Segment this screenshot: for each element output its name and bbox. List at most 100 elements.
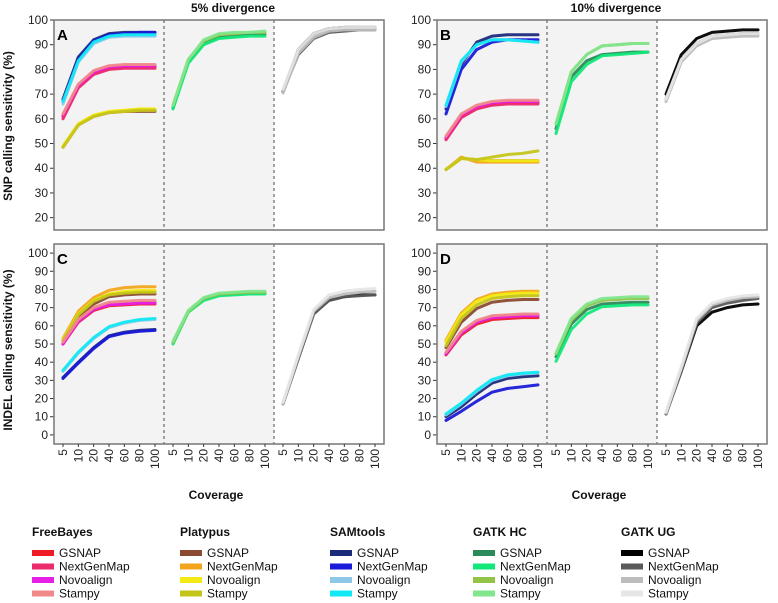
- x-tick-label: 20: [580, 449, 594, 463]
- x-tick-label: 60: [227, 449, 241, 463]
- legend-entry-label: GSNAP: [648, 546, 690, 560]
- y-tick-label: 100: [411, 246, 431, 260]
- x-tick-label: 80: [133, 449, 147, 463]
- y-tick-label: 30: [35, 186, 49, 200]
- x-tick-label: 40: [212, 449, 226, 463]
- legend-entry-label: Stampy: [500, 587, 541, 601]
- panel-A: 20 30 40 50 60 70 80 90 100 A: [28, 13, 385, 231]
- series-line-gatk-ug-stampy: [281, 25, 377, 91]
- legend-swatch: [32, 563, 54, 570]
- column-title-10pct: 10% divergence: [571, 1, 662, 15]
- y-tick-label: 80: [418, 62, 432, 76]
- y-tick-label: 100: [28, 13, 48, 27]
- panel-letter: A: [57, 27, 68, 44]
- y-tick-label: 80: [35, 282, 49, 296]
- x-tick-label: 100: [641, 449, 655, 469]
- xlabel-coverage-right: Coverage: [572, 488, 627, 502]
- x-tick-label: 20: [690, 449, 704, 463]
- legend-swatch: [621, 563, 643, 570]
- y-tick-label: 90: [418, 264, 432, 278]
- series-line-platypus-gsnap: [444, 298, 540, 350]
- series-line-gatk-hc-stampy: [171, 289, 267, 343]
- y-tick-label: 50: [35, 137, 49, 151]
- legend-swatch: [330, 563, 352, 570]
- legend-entry-label: GSNAP: [207, 546, 249, 560]
- legend-entry-label: GSNAP: [500, 546, 542, 560]
- y-tick-label: 0: [41, 428, 48, 442]
- y-tick-label: 90: [35, 38, 49, 52]
- x-tick-label: 80: [736, 449, 750, 463]
- legend-entry-label: Stampy: [207, 587, 248, 601]
- x-tick-label: 20: [307, 449, 321, 463]
- series-line-platypus-stampy: [61, 290, 157, 342]
- legend-group-title: GATK HC: [473, 525, 527, 539]
- legend-group-title: Platypus: [180, 525, 230, 539]
- legend: FreeBayesGSNAPNextGenMapNovoalignStampyP…: [32, 525, 719, 601]
- legend-swatch: [330, 577, 352, 583]
- y-tick-label: 80: [418, 282, 432, 296]
- y-tick-label: 50: [35, 337, 49, 351]
- x-tick-label: 10: [181, 449, 195, 463]
- series-line-samtools-nextgenmap: [444, 383, 540, 422]
- x-tick-label: 40: [102, 449, 116, 463]
- x-tick-label: 100: [751, 449, 765, 469]
- series-line-gatk-hc-nextgenmap: [554, 50, 650, 136]
- series-line-gatk-ug-stampy: [664, 293, 760, 414]
- legend-entry-label: NextGenMap: [648, 560, 719, 574]
- legend-entry-label: NextGenMap: [500, 560, 571, 574]
- y-tick-label: 40: [35, 355, 49, 369]
- legend-swatch: [180, 563, 202, 570]
- x-tick-label: 40: [322, 449, 336, 463]
- x-tick-label: 10: [454, 449, 468, 463]
- x-tick-label: 80: [243, 449, 257, 463]
- x-tick-label: 40: [485, 449, 499, 463]
- x-tick-label: 5: [276, 449, 290, 456]
- legend-swatch: [180, 590, 202, 597]
- series-line-gatk-hc-stampy: [554, 42, 650, 126]
- y-tick-label: 70: [35, 87, 49, 101]
- x-tick-label: 5: [56, 449, 70, 456]
- panel-frame: [53, 19, 385, 231]
- legend-entry-label: Stampy: [357, 587, 398, 601]
- y-tick-label: 60: [418, 319, 432, 333]
- series-line-platypus-stampy: [444, 294, 540, 348]
- y-tick-label: 90: [418, 38, 432, 52]
- legend-swatch: [473, 590, 495, 597]
- y-tick-label: 40: [35, 161, 49, 175]
- series-line-samtools-stampy: [61, 317, 157, 372]
- legend-entry-label: Novoalign: [357, 573, 410, 587]
- y-tick-label: 60: [35, 319, 49, 333]
- y-tick-label: 40: [418, 161, 432, 175]
- panel-section-background: [657, 20, 767, 230]
- x-tick-label: 20: [470, 449, 484, 463]
- legend-entry-label: Novoalign: [500, 573, 553, 587]
- x-tick-label: 40: [705, 449, 719, 463]
- y-tick-label: 100: [411, 13, 431, 27]
- series-line-samtools-stampy: [61, 33, 157, 103]
- x-tick-label: 5: [439, 449, 453, 456]
- y-tick-label: 60: [35, 112, 49, 126]
- legend-swatch: [330, 550, 352, 556]
- legend-swatch: [330, 590, 352, 597]
- chart-panels: 2030405060708090100A2030405060708090100B…: [28, 13, 768, 469]
- x-tick-label: 40: [595, 449, 609, 463]
- x-tick-label: 80: [516, 449, 530, 463]
- y-tick-label: 20: [418, 392, 432, 406]
- series-line-platypus-nextgenmap: [61, 285, 157, 340]
- y-tick-label: 90: [35, 264, 49, 278]
- x-tick-label: 20: [87, 449, 101, 463]
- x-tick-label: 80: [626, 449, 640, 463]
- series-line-freebayes-stampy: [444, 98, 540, 138]
- x-tick-label: 20: [197, 449, 211, 463]
- x-tick-label: 5: [659, 449, 673, 456]
- legend-entry-label: NextGenMap: [207, 560, 278, 574]
- x-tick-label: 100: [148, 449, 162, 469]
- legend-swatch: [32, 590, 54, 597]
- y-tick-label: 70: [35, 301, 49, 315]
- series-line-freebayes-stampy: [444, 312, 540, 354]
- legend-swatch: [621, 550, 643, 556]
